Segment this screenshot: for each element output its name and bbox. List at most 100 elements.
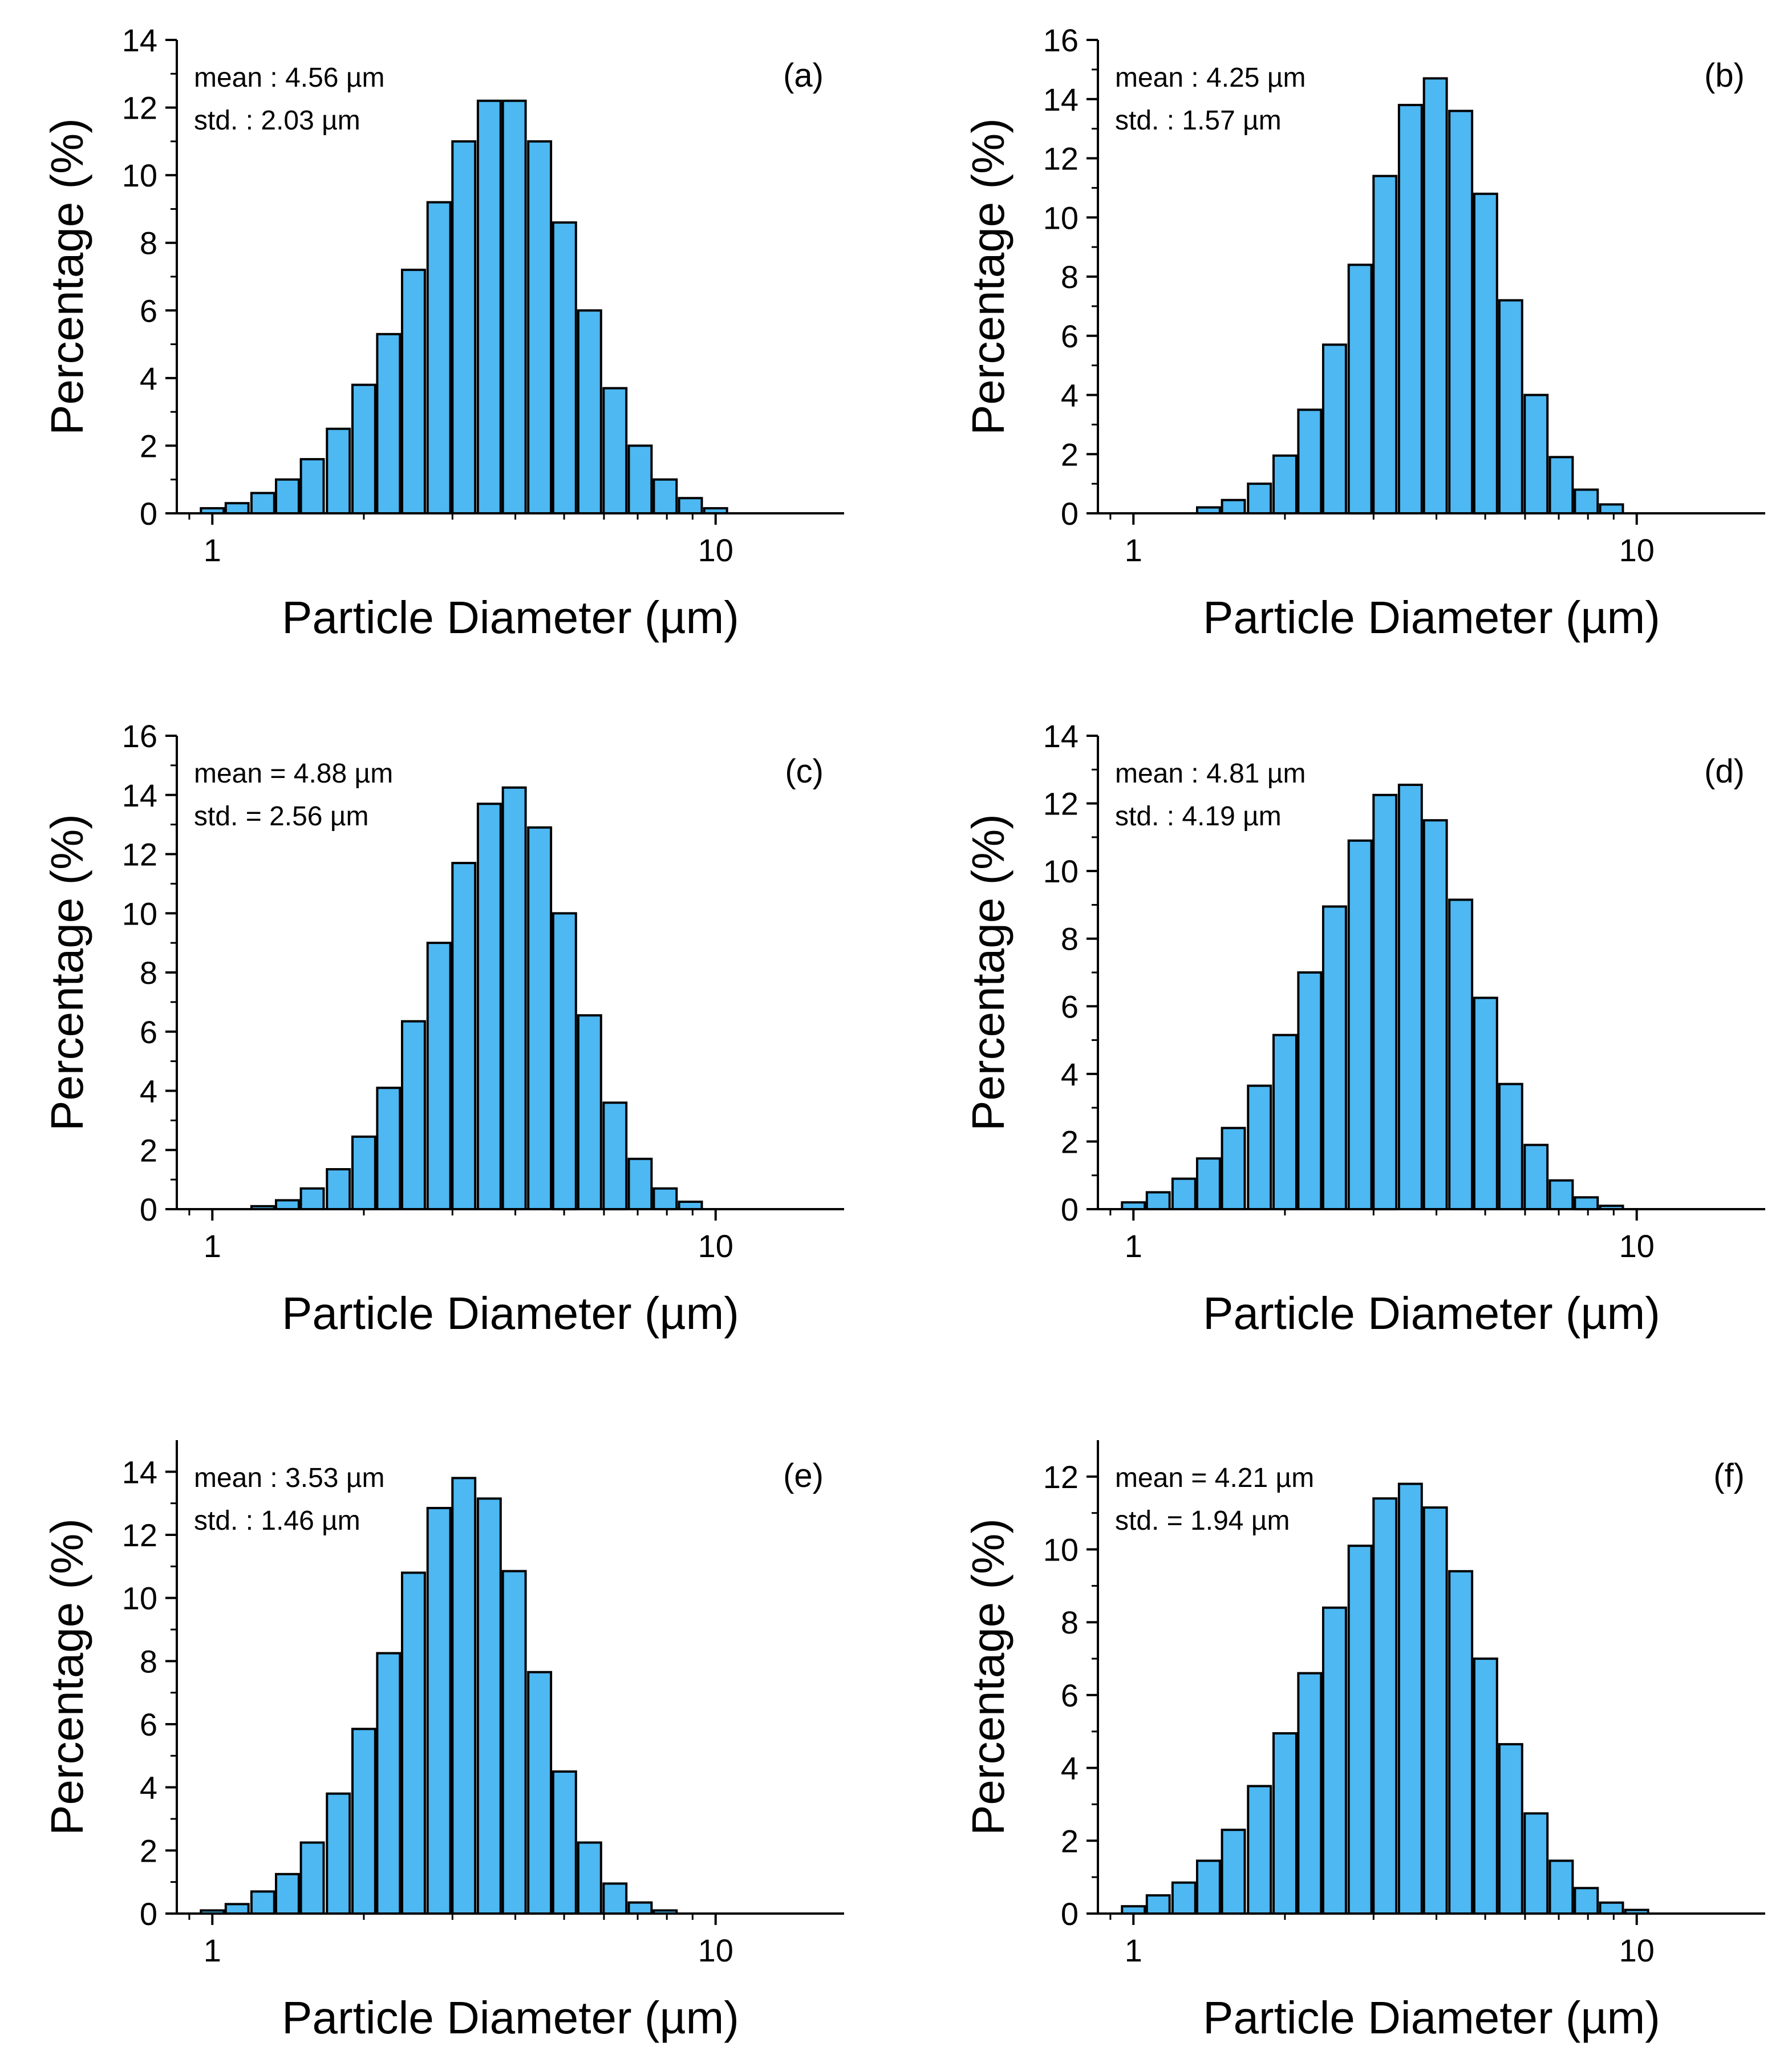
mean-annotation: mean : 3.53 µm xyxy=(194,1463,384,1493)
bar xyxy=(1247,1785,1272,1915)
bar xyxy=(1347,264,1373,515)
y-tick-label: 14 xyxy=(122,22,157,58)
mean-annotation: mean : 4.81 µm xyxy=(1115,759,1306,789)
bar xyxy=(552,1770,577,1915)
std-annotation: std. = 1.94 µm xyxy=(1115,1506,1290,1536)
y-tick-label: 4 xyxy=(140,1073,157,1109)
x-axis-title: Particle Diameter (µm) xyxy=(1203,1992,1660,2043)
bar xyxy=(1145,1894,1171,1915)
bar xyxy=(426,201,452,515)
bar xyxy=(401,1571,426,1915)
bar xyxy=(1548,1859,1574,1915)
bar xyxy=(1498,1743,1523,1915)
bar xyxy=(250,492,275,515)
bar xyxy=(1574,488,1599,514)
bar xyxy=(552,912,577,1211)
bar xyxy=(652,478,678,515)
bar xyxy=(1322,905,1347,1210)
mean-annotation: mean : 4.25 µm xyxy=(1115,63,1306,93)
bar xyxy=(451,1477,477,1915)
y-tick-label: 6 xyxy=(1061,318,1079,354)
y-tick-label: 12 xyxy=(122,837,157,873)
y-tick-label: 4 xyxy=(1061,1750,1079,1786)
bar xyxy=(1599,503,1624,515)
bar xyxy=(376,1087,402,1211)
y-tick-label: 0 xyxy=(1061,496,1079,532)
bar xyxy=(1498,299,1523,514)
bar xyxy=(1221,1126,1246,1210)
bar xyxy=(577,1841,602,1915)
bar xyxy=(1322,1606,1347,1915)
y-tick-label: 4 xyxy=(140,1770,157,1806)
bar xyxy=(275,1199,300,1210)
bar xyxy=(1247,1084,1272,1210)
chart-panel-a: 0 2 4 6 8 10 12 14 1 10 Particle Diameter (µm) Perc… xyxy=(42,22,844,643)
y-tick-label: 8 xyxy=(140,955,157,991)
chart-panel-b: 0 2 4 6 8 10 12 14 16 1 10 Particle Diameter (µm) Pe… xyxy=(963,22,1765,643)
mean-annotation: mean = 4.88 µm xyxy=(194,759,393,789)
y-tick-label: 4 xyxy=(140,360,157,396)
bar xyxy=(501,786,527,1211)
y-tick-label: 0 xyxy=(140,496,157,532)
bar xyxy=(299,1187,325,1210)
chart-panel-c: 0 2 4 6 8 10 12 14 16 1 10 Particle Diameter (µm) Pe… xyxy=(42,718,844,1339)
x-axis-title: Particle Diameter (µm) xyxy=(282,592,739,643)
bar xyxy=(1473,192,1498,515)
y-tick-label: 2 xyxy=(140,1833,157,1869)
y-tick-label: 8 xyxy=(140,225,157,261)
x-tick-label: 10 xyxy=(1619,1228,1655,1264)
bar xyxy=(1523,1144,1549,1211)
bar xyxy=(1272,454,1298,514)
bar xyxy=(1272,1732,1298,1915)
bar xyxy=(224,502,250,515)
y-tick-label: 12 xyxy=(1043,786,1079,822)
bar xyxy=(451,862,477,1210)
bar xyxy=(1221,498,1246,515)
bar xyxy=(326,427,351,514)
bar xyxy=(1599,1901,1624,1915)
bar xyxy=(1272,1033,1298,1210)
bar xyxy=(627,1157,653,1211)
bar xyxy=(326,1168,351,1210)
bar xyxy=(1372,1497,1398,1915)
x-tick-label: 1 xyxy=(204,1228,221,1264)
y-tick-label: 12 xyxy=(1043,141,1079,177)
y-tick-label: 8 xyxy=(1061,921,1079,957)
bar xyxy=(326,1792,351,1915)
bar xyxy=(1347,1545,1373,1915)
y-tick-label: 6 xyxy=(1061,1677,1079,1713)
bar xyxy=(527,140,553,514)
bar xyxy=(627,444,653,515)
bar xyxy=(351,1135,376,1211)
bar xyxy=(552,221,577,514)
bar xyxy=(1548,1179,1574,1211)
bar xyxy=(250,1890,275,1915)
bar xyxy=(501,1570,527,1915)
x-tick-label: 1 xyxy=(1125,1228,1142,1264)
bar xyxy=(476,1497,502,1915)
std-annotation: std. : 1.57 µm xyxy=(1115,106,1282,136)
bar xyxy=(1523,1812,1549,1915)
bar xyxy=(577,1014,602,1210)
x-tick-label: 10 xyxy=(1619,532,1655,568)
y-tick-label: 6 xyxy=(140,293,157,329)
bar xyxy=(1297,408,1323,515)
bar xyxy=(1297,1672,1323,1915)
x-axis-title: Particle Diameter (µm) xyxy=(1203,592,1660,643)
y-axis-title: Percentage (%) xyxy=(963,1518,1013,1835)
bar xyxy=(1196,1859,1221,1915)
y-tick-label: 2 xyxy=(140,1132,157,1168)
y-tick-label: 6 xyxy=(140,1014,157,1050)
bar xyxy=(1473,1657,1498,1915)
x-axis-title: Particle Diameter (µm) xyxy=(282,1288,739,1339)
y-tick-label: 4 xyxy=(1061,1056,1079,1092)
y-axis-title: Percentage (%) xyxy=(42,118,92,435)
chart-panel-d: 0 2 4 6 8 10 12 14 1 10 Particle Diameter (µm) Perc… xyxy=(963,718,1765,1339)
bar xyxy=(501,99,527,514)
std-annotation: std. : 4.19 µm xyxy=(1115,801,1282,832)
y-tick-label: 0 xyxy=(1061,1896,1079,1932)
bar xyxy=(1422,77,1448,514)
y-tick-label: 8 xyxy=(1061,259,1079,295)
y-tick-label: 12 xyxy=(1043,1459,1079,1495)
y-axis-title: Percentage (%) xyxy=(42,1518,92,1835)
